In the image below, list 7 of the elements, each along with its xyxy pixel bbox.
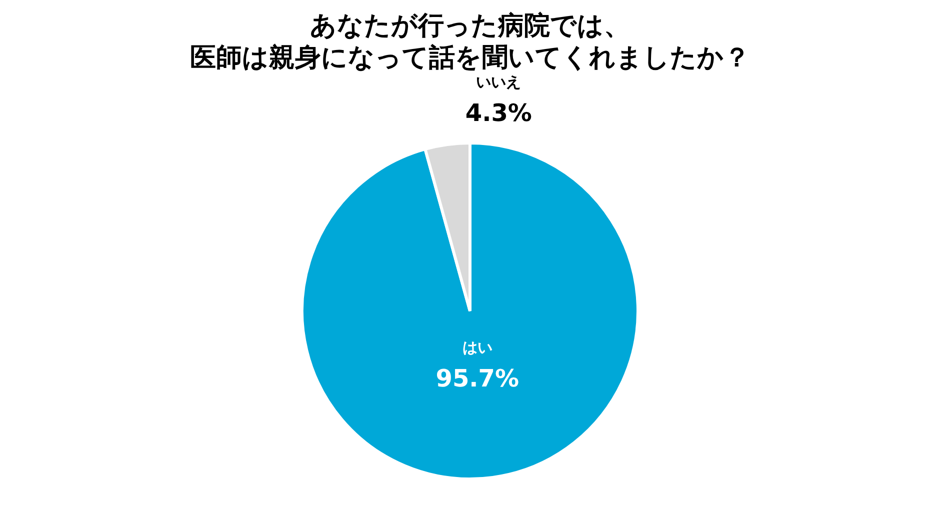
chart-title: あなたが行った病院では、 [310, 10, 630, 41]
slice-label: はい [462, 338, 492, 356]
data-label: 4.3% [465, 98, 532, 127]
pie-slice [300, 142, 640, 480]
data-label: 95.7% [436, 364, 520, 392]
chart-subtitle: 医師は親身になって話を聞いてくれましたか？ [190, 42, 750, 73]
slice-label: いいえ [476, 72, 522, 91]
